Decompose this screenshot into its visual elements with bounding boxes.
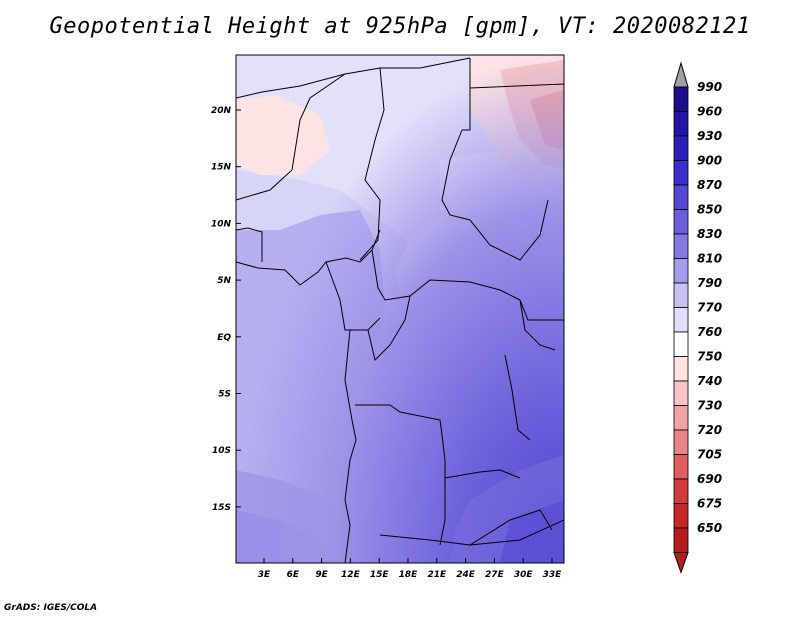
colorbar-label: 675 — [697, 497, 722, 511]
colorbar-swatch — [673, 478, 689, 504]
colorbar-label: 930 — [697, 129, 722, 143]
colorbar-swatch — [673, 527, 689, 553]
latitude-axis: 20N 15N 10N 5N EQ 5S 10S 15S — [211, 106, 241, 513]
colorbar-swatch — [673, 111, 689, 137]
colorbar-swatch — [673, 429, 689, 455]
lat-tick-label: 15S — [212, 503, 231, 513]
colorbar-bottom-arrow — [673, 552, 689, 575]
colorbar-label: 810 — [697, 252, 722, 266]
colorbar-label: 705 — [697, 448, 722, 462]
colorbar-swatch — [673, 380, 689, 406]
lon-tick-label: 21E — [427, 570, 447, 580]
lon-tick-label: 9E — [315, 570, 328, 580]
lon-tick-label: 27E — [485, 570, 505, 580]
colorbar-swatch — [673, 86, 689, 112]
height-field — [236, 55, 564, 563]
map-title: Geopotential Height at 925hPa [gpm], VT:… — [49, 14, 751, 39]
colorbar-label: 870 — [697, 178, 722, 192]
lat-tick-label: EQ — [217, 333, 231, 343]
colorbar-label: 830 — [697, 227, 722, 241]
colorbar-label: 770 — [697, 301, 722, 315]
colorbar-label: 650 — [697, 521, 722, 535]
colorbar: 990 960 930 900 870 850 830 810 790 770 760 750 740 7… — [673, 61, 722, 575]
lat-tick-label: 20N — [211, 106, 232, 116]
lon-tick-label: 33E — [543, 570, 563, 580]
colorbar-label: 960 — [697, 105, 722, 119]
lon-tick-label: 3E — [258, 570, 271, 580]
colorbar-swatch — [673, 454, 689, 480]
colorbar-label: 740 — [697, 374, 722, 388]
lon-tick-label: 12E — [341, 570, 361, 580]
lat-tick-label: 10N — [211, 219, 232, 229]
colorbar-swatch — [673, 307, 689, 333]
colorbar-swatch — [673, 282, 689, 308]
country-borders — [236, 57, 564, 563]
colorbar-label: 760 — [697, 325, 722, 339]
colorbar-label: 990 — [697, 80, 722, 94]
colorbar-swatch — [673, 503, 689, 529]
colorbar-swatch — [673, 233, 689, 259]
lon-tick-label: 18E — [399, 570, 419, 580]
colorbar-swatch — [673, 209, 689, 235]
grads-credit: GrADS: IGES/COLA — [4, 603, 98, 613]
lon-tick-label: 6E — [287, 570, 300, 580]
lat-tick-label: 5S — [218, 390, 231, 400]
colorbar-label: 750 — [697, 350, 722, 364]
colorbar-swatch — [673, 160, 689, 186]
colorbar-label: 720 — [697, 423, 722, 437]
colorbar-label: 900 — [697, 154, 722, 168]
colorbar-label: 790 — [697, 276, 722, 290]
colorbar-label: 850 — [697, 203, 722, 217]
colorbar-swatch — [673, 331, 689, 357]
longitude-axis: 3E 6E 9E 12E 15E 18E 21E 24E 27E 30E 33E — [258, 558, 562, 580]
colorbar-swatch — [673, 356, 689, 382]
colorbar-label: 690 — [697, 472, 722, 486]
colorbar-swatch — [673, 405, 689, 431]
plot-frame — [235, 54, 565, 564]
colorbar-swatch — [673, 184, 689, 210]
colorbar-swatch — [673, 135, 689, 161]
colorbar-label: 730 — [697, 399, 722, 413]
colorbar-swatch — [673, 258, 689, 284]
lon-tick-label: 24E — [456, 570, 476, 580]
lat-tick-label: 10S — [212, 446, 231, 456]
lon-tick-label: 15E — [370, 570, 390, 580]
colorbar-top-arrow — [673, 61, 689, 88]
lon-tick-label: 30E — [514, 570, 534, 580]
lat-tick-label: 15N — [211, 163, 232, 173]
lat-tick-label: 5N — [217, 276, 231, 286]
